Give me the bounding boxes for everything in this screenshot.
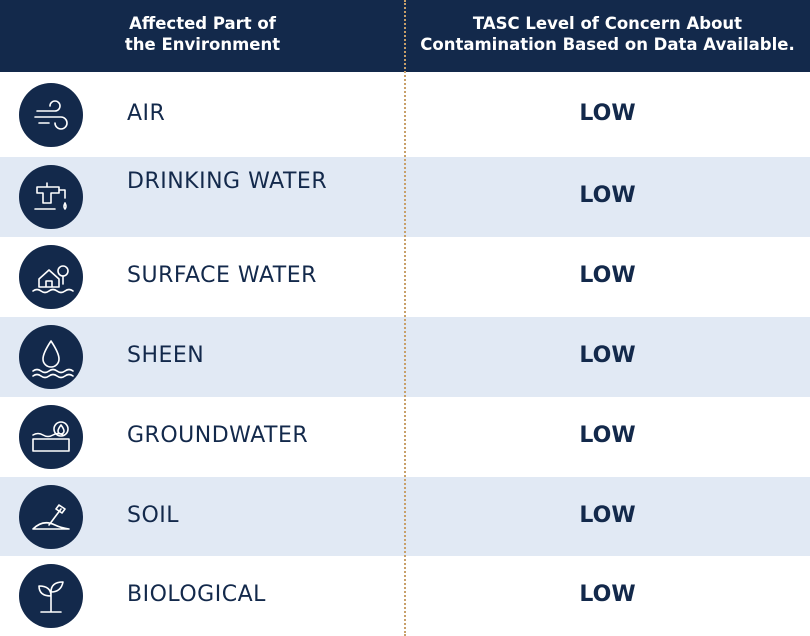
header-line: Contamination Based on Data Available. (420, 35, 795, 54)
concern-level: LOW (579, 263, 636, 288)
table-row: BIOLOGICAL LOW (0, 556, 810, 636)
row-icon (19, 82, 83, 147)
header-line: the Environment (124, 35, 281, 54)
table-row: GROUNDWATER LOW (0, 397, 810, 477)
concern-level: LOW (579, 343, 636, 368)
header-cell: TASC Level of Concern About Contaminatio… (405, 13, 810, 55)
row-icon (19, 564, 83, 628)
row-label: SURFACE WATER (127, 263, 317, 288)
row-label: BIOLOGICAL (127, 582, 266, 607)
concern-level: LOW (579, 183, 636, 208)
row-icon (19, 165, 83, 229)
table-row: AIR LOW (0, 72, 810, 157)
concern-level: LOW (579, 502, 636, 528)
column-divider (404, 0, 406, 636)
row-label: SHEEN (127, 343, 205, 368)
row-icon (19, 245, 83, 309)
header-line: TASC Level of Concern About (472, 14, 743, 33)
row-icon (19, 325, 83, 389)
row-label: DRINKING WATER (127, 169, 328, 194)
table-row: SURFACE WATER LOW (0, 237, 810, 317)
row-label: AIR (127, 100, 166, 126)
concern-level: LOW (579, 100, 636, 126)
header-cell: Affected Part of the Environment (0, 13, 405, 55)
row-label: SOIL (127, 502, 180, 528)
concern-level: LOW (579, 423, 636, 448)
row-label: GROUNDWATER (127, 423, 309, 448)
row-icon (19, 405, 83, 469)
row-icon (19, 484, 83, 549)
concern-level: LOW (579, 582, 636, 607)
header-line: Affected Part of (129, 14, 276, 33)
